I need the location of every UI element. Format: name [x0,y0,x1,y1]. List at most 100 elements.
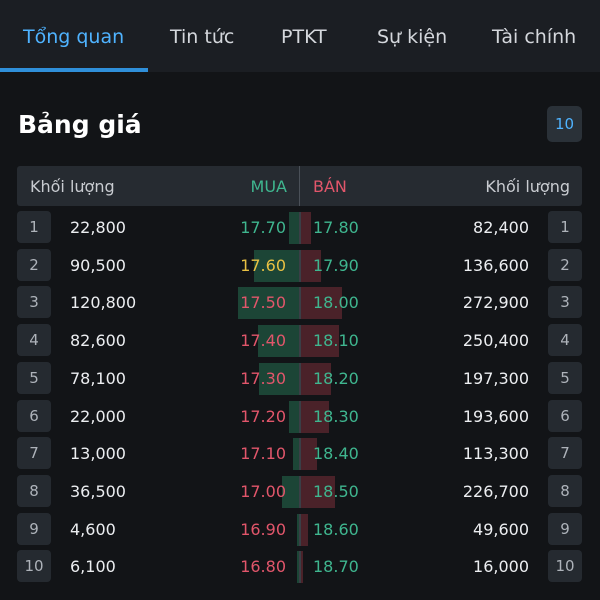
ask-volume: 250,400 [462,331,529,351]
bid-depth-bar [297,513,300,546]
ask-volume: 49,600 [473,519,529,539]
tab-technical-analysis[interactable]: PTKT [281,26,327,48]
bid-price[interactable]: 17.20 [240,406,286,426]
bid-level-badge: 3 [17,286,51,319]
bid-level-badge: 1 [17,211,51,243]
bid-volume: 36,500 [70,481,126,501]
center-divider [299,475,301,508]
center-divider [299,362,301,395]
bid-level-badge: 5 [17,361,51,394]
active-tab-indicator [0,68,148,72]
bid-volume: 13,000 [70,444,126,464]
ask-depth-bar [300,551,303,584]
bid-price[interactable]: 16.90 [240,519,286,539]
center-divider [299,551,301,584]
bid-price[interactable]: 16.80 [240,557,286,577]
ask-depth-bar [300,400,330,433]
header-divider [299,166,300,206]
order-book-row: 4 82,600 17.40 18.10 250,400 4 [0,324,600,358]
bid-price[interactable]: 17.70 [240,218,286,237]
buy-header: MUA [250,177,287,196]
bid-price[interactable]: 17.40 [240,331,286,351]
ask-depth-bar [300,212,312,244]
bid-price[interactable]: 17.50 [240,293,286,313]
ask-price[interactable]: 18.10 [313,331,359,351]
bid-price[interactable]: 17.10 [240,444,286,464]
bid-volume-header: Khối lượng [30,177,115,196]
center-divider [299,325,301,358]
ask-price[interactable]: 17.90 [313,255,359,275]
bid-price[interactable]: 17.00 [240,481,286,501]
depth-selector-button[interactable]: 10 [547,106,582,142]
ask-volume: 226,700 [462,481,529,501]
ask-level-badge: 10 [548,550,582,583]
ask-depth-bar [300,513,309,546]
bid-volume: 6,100 [70,557,116,577]
order-book-row: 1 22,800 17.70 17.80 82,400 1 [0,211,600,245]
tab-events[interactable]: Sự kiện [377,26,448,48]
bid-level-badge: 4 [17,324,51,357]
bid-volume: 4,600 [70,519,116,539]
ask-volume: 136,600 [462,255,529,275]
center-divider [299,400,301,433]
bid-level-badge: 7 [17,437,51,470]
ask-depth-bar [300,362,331,395]
section-title: Bảng giá [18,110,142,139]
ask-level-badge: 3 [548,286,582,319]
tab-overview[interactable]: Tổng quan [23,26,125,48]
bid-depth-bar [288,212,300,244]
bid-depth-bar [253,249,300,282]
bid-volume: 78,100 [70,368,126,388]
ask-level-badge: 7 [548,437,582,470]
ask-price[interactable]: 18.50 [313,481,359,501]
ask-price[interactable]: 17.80 [313,218,359,237]
ask-level-badge: 6 [548,399,582,432]
ask-level-badge: 5 [548,361,582,394]
ask-price[interactable]: 18.30 [313,406,359,426]
ask-price[interactable]: 18.20 [313,368,359,388]
sell-header: BÁN [313,177,347,196]
bid-depth-bar [288,400,300,433]
center-divider [299,287,301,320]
bid-depth-bar [258,325,300,358]
order-book-row: 7 13,000 17.10 18.40 113,300 7 [0,437,600,471]
ask-volume: 82,400 [473,218,529,237]
tab-financials[interactable]: Tài chính [492,26,577,48]
bid-volume: 22,000 [70,406,126,426]
tab-news[interactable]: Tin tức [170,26,235,48]
bid-level-badge: 6 [17,399,51,432]
bid-level-badge: 2 [17,248,51,281]
ask-depth-bar [300,325,340,358]
ask-depth-bar [300,475,335,508]
ask-price[interactable]: 18.60 [313,519,359,539]
ask-volume: 16,000 [473,557,529,577]
order-book-row: 6 22,000 17.20 18.30 193,600 6 [0,399,600,434]
ask-volume: 193,600 [462,406,529,426]
bid-depth-bar [259,362,300,395]
bid-price[interactable]: 17.60 [240,255,286,275]
ask-price[interactable]: 18.40 [313,444,359,464]
bid-volume: 120,800 [70,293,137,313]
ask-volume-header: Khối lượng [485,177,570,196]
ask-price[interactable]: 18.00 [313,293,359,313]
bid-volume: 82,600 [70,331,126,351]
ask-level-badge: 9 [548,512,582,545]
ask-level-badge: 1 [548,211,582,243]
ask-volume: 197,300 [462,368,529,388]
order-book-row: 8 36,500 17.00 18.50 226,700 8 [0,474,600,509]
order-book-row: 3 120,800 17.50 18.00 272,900 3 [0,286,600,320]
bid-level-badge: 10 [17,550,51,583]
ask-price[interactable]: 18.70 [313,557,359,577]
bid-price[interactable]: 17.30 [240,368,286,388]
bid-depth-bar [281,475,300,508]
order-book-row: 2 90,500 17.60 17.90 136,600 2 [0,248,600,283]
bid-depth-bar [297,551,300,584]
ask-level-badge: 2 [548,248,582,281]
order-book-row: 9 4,600 16.90 18.60 49,600 9 [0,512,600,547]
center-divider [299,438,301,471]
bid-level-badge: 9 [17,512,51,545]
center-divider [299,212,301,244]
order-book-row: 5 78,100 17.30 18.20 197,300 5 [0,361,600,396]
center-divider [299,513,301,546]
ask-level-badge: 8 [548,474,582,507]
